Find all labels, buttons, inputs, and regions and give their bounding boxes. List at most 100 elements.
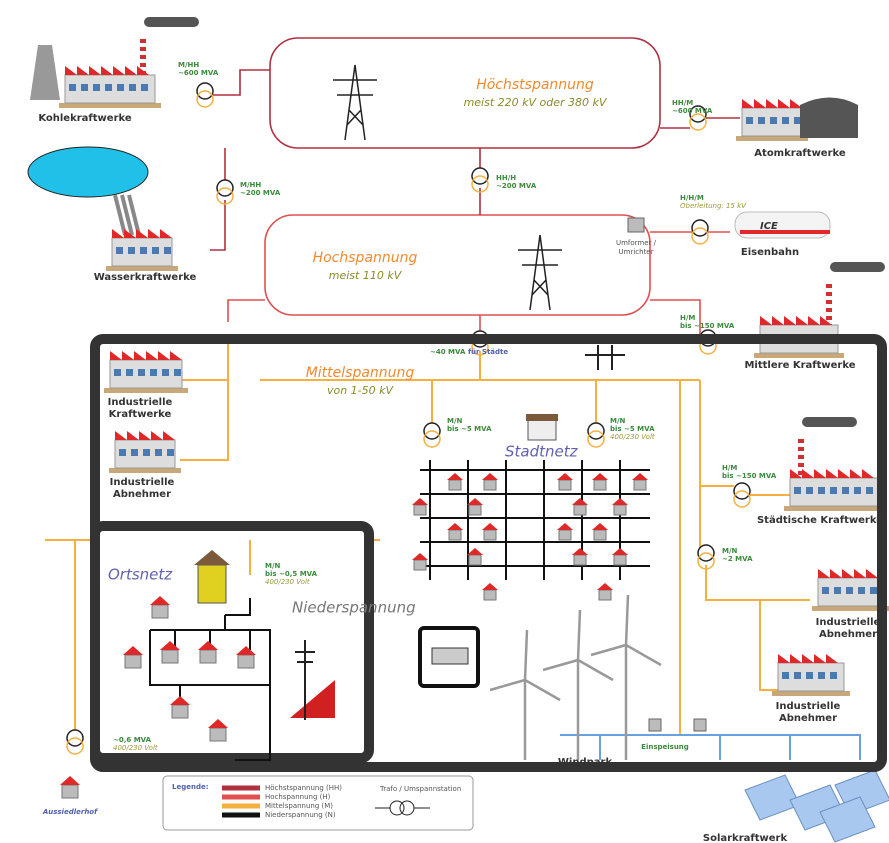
- transformer-label: ~0,6 MVA: [113, 736, 152, 744]
- substation-roof: [526, 414, 558, 421]
- chimney-stripe: [826, 280, 832, 284]
- level-note: von 1-50 kV: [327, 384, 395, 397]
- window: [164, 247, 171, 254]
- window: [150, 369, 157, 376]
- reactor: [800, 97, 858, 138]
- transformer-label: M/HH: [178, 61, 199, 69]
- ground: [104, 388, 188, 393]
- transformer-label: M/N: [722, 547, 738, 555]
- transformer-label: ~40 MVA: [430, 348, 466, 356]
- house: [413, 504, 427, 516]
- chimney-stripe: [140, 67, 146, 71]
- transformer: [691, 227, 709, 245]
- local-substation: [197, 564, 227, 604]
- site-label: Abnehmer: [779, 713, 837, 724]
- ground: [812, 606, 889, 611]
- train-stripe: [740, 230, 830, 234]
- feed-label: Einspeisung: [641, 743, 689, 751]
- window: [138, 369, 145, 376]
- house-roof: [208, 719, 228, 728]
- window: [818, 487, 825, 494]
- transformer-label: 400/230 Volt: [113, 744, 158, 752]
- chimney-stripe: [140, 43, 146, 47]
- house: [558, 479, 572, 491]
- chimney: [798, 435, 804, 477]
- house-roof: [198, 641, 218, 650]
- local-substation-roof: [194, 550, 230, 565]
- chimney: [826, 280, 832, 325]
- site-label: Industrielle: [816, 617, 881, 628]
- house-roof: [160, 641, 180, 650]
- window: [858, 587, 865, 594]
- transformer-label: ~2 MVA: [722, 555, 753, 563]
- transformer-label: ~200 MVA: [240, 189, 281, 197]
- factory-roof: [818, 569, 884, 578]
- window: [155, 449, 162, 456]
- transformer: [733, 490, 751, 508]
- factory-roof: [110, 351, 182, 360]
- station-core: [431, 647, 469, 665]
- house-roof: [412, 498, 428, 505]
- site-label: Mittlere Kraftwerke: [744, 360, 855, 371]
- house-roof: [150, 596, 170, 605]
- house: [593, 529, 607, 541]
- window: [131, 449, 138, 456]
- chimney-stripe: [798, 459, 804, 463]
- pylon: [333, 64, 377, 141]
- house-roof: [412, 553, 428, 560]
- level-name: Höchstspannung: [476, 77, 594, 93]
- legend-title: Legende:: [172, 783, 209, 791]
- transformer-label: bis ~0,5 MVA: [265, 570, 318, 578]
- cooling-tower: [30, 45, 60, 100]
- site-label: Abnehmer: [819, 629, 877, 640]
- window: [794, 672, 801, 679]
- house-roof: [572, 548, 588, 555]
- house-roof: [557, 473, 573, 480]
- window: [81, 84, 88, 91]
- transformer-label: 400/230 Volt: [610, 433, 655, 441]
- train: [734, 211, 831, 239]
- site-label: Industrielle: [776, 701, 841, 712]
- window: [174, 369, 181, 376]
- window: [834, 587, 841, 594]
- extra-high-voltage-box: [269, 37, 661, 149]
- window: [818, 672, 825, 679]
- chimney-stripe: [798, 443, 804, 447]
- solar-panel: [744, 774, 801, 821]
- house-roof: [60, 776, 80, 785]
- house: [209, 727, 227, 742]
- h-lines: [227, 231, 760, 343]
- window: [746, 117, 753, 124]
- transformer-label: ~600 MVA: [672, 107, 713, 115]
- factory-roof: [760, 316, 838, 325]
- house-roof: [467, 498, 483, 505]
- window: [842, 487, 849, 494]
- window: [782, 117, 789, 124]
- window: [143, 449, 150, 456]
- house: [468, 504, 482, 516]
- window: [830, 672, 837, 679]
- house-roof: [592, 523, 608, 530]
- transformer: [196, 90, 214, 108]
- roof-icon: [290, 680, 335, 718]
- window: [114, 369, 121, 376]
- transformer-label: 400/230 Volt: [265, 578, 310, 586]
- transformer-label: bis ~5 MVA: [610, 425, 655, 433]
- legend-transformer: Trafo / Umspannstation: [379, 785, 461, 793]
- window: [770, 117, 777, 124]
- window: [141, 84, 148, 91]
- transformer-label: für Städte: [468, 348, 508, 356]
- transformer-label: M/N: [610, 417, 626, 425]
- site-label: Kraftwerke: [109, 409, 172, 420]
- transformer: [587, 430, 605, 448]
- transformer-label: bis ~5 MVA: [447, 425, 492, 433]
- house: [483, 479, 497, 491]
- legend-item: Hochspannung (H): [265, 793, 331, 801]
- ground: [754, 353, 844, 358]
- window: [806, 672, 813, 679]
- house-roof: [170, 696, 190, 705]
- house-roof: [612, 498, 628, 505]
- house: [171, 704, 189, 719]
- wind-turbine: [542, 609, 614, 760]
- transformer-label: M/N: [447, 417, 463, 425]
